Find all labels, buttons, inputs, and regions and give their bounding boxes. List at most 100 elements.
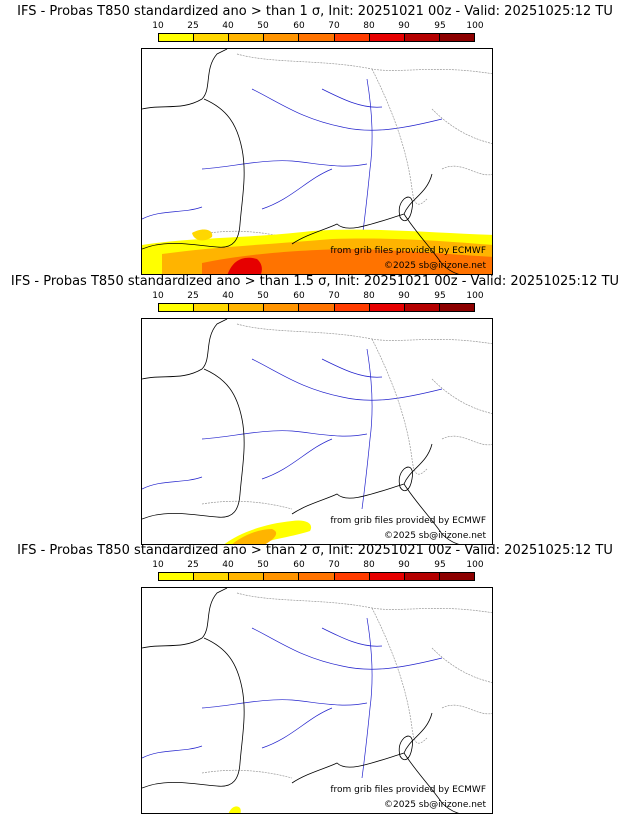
source-credit-3: from grib files provided by ECMWF [330,785,486,795]
scale-swatch [404,34,440,41]
scale-tick-label: 80 [363,560,375,570]
river-line [142,206,203,220]
corsica-outline [398,196,413,222]
scale-swatch [194,573,230,580]
scale-swatch [439,34,474,41]
map-panel-3: IFS - Probas T850 standardized ano > tha… [0,539,630,815]
scale-swatch [229,304,265,311]
scale-swatch [229,573,265,580]
scale-swatch [264,573,300,580]
scale-swatch [404,573,440,580]
probability-area [192,229,213,241]
scale-tick-label: 70 [328,560,340,570]
scale-swatch [194,34,230,41]
color-scale-1: 10 25 40 50 60 70 80 90 95 100 [152,21,484,45]
coastline [142,319,460,544]
scale-swatch [369,34,405,41]
river-line [251,627,443,670]
river-line [361,78,373,240]
scale-swatch [334,573,370,580]
scale-tick-label: 40 [222,560,234,570]
probability-area [228,806,241,813]
probability-area [232,529,277,544]
scale-tick-label: 90 [398,560,410,570]
scale-bar [158,572,475,581]
scale-tick-label: 40 [222,21,234,31]
map-canvas-3 [142,588,492,813]
scale-tick-label: 95 [434,560,446,570]
copyright-credit-3: ©2025 sb@irizone.net [384,800,486,810]
map-canvas-2 [142,319,492,544]
panel-title-1: IFS - Probas T850 standardized ano > tha… [17,4,613,19]
map-panel-2: IFS - Probas T850 standardized ano > tha… [0,270,630,546]
border-line [371,68,428,205]
copyright-credit-2: ©2025 sb@irizone.net [384,531,486,541]
scale-swatch [264,304,300,311]
river-line [261,168,333,210]
scale-tick-label: 90 [398,291,410,301]
scale-swatch [369,304,405,311]
scale-swatch [229,34,265,41]
probability-area [227,257,262,274]
scale-tick-label: 70 [328,21,340,31]
scale-tick-label: 80 [363,21,375,31]
river-line [142,476,203,490]
river-line [361,617,373,779]
panel-title-3: IFS - Probas T850 standardized ano > tha… [17,543,613,558]
border-line [201,500,293,510]
scale-swatch [439,304,474,311]
scale-tick-label: 50 [257,291,269,301]
border-line [441,165,492,176]
source-credit-2: from grib files provided by ECMWF [330,516,486,526]
color-scale-3: 10 25 40 50 60 70 80 90 95 100 [152,560,484,584]
corsica-outline [398,466,413,492]
border-line [431,647,492,683]
scale-swatch [159,34,195,41]
scale-swatch [264,34,300,41]
source-credit-1: from grib files provided by ECMWF [330,246,486,256]
river-line [142,745,203,759]
probability-map-2: from grib files provided by ECMWF ©2025 … [141,318,493,545]
coastline [142,49,460,274]
scale-swatch [299,304,335,311]
river-line [201,699,368,709]
border-line [431,378,492,414]
coastline [142,588,460,813]
river-line [201,160,368,170]
scale-tick-label: 25 [187,291,199,301]
scale-swatch [334,34,370,41]
river-line [261,438,333,480]
scale-bar [158,33,475,42]
scale-bar [158,303,475,312]
scale-swatch [404,304,440,311]
scale-tick-label: 10 [152,291,164,301]
border-line [371,338,428,475]
map-panel-1: IFS - Probas T850 standardized ano > tha… [0,0,630,276]
scale-swatch [194,304,230,311]
corsica-outline [398,735,413,761]
scale-swatch [299,34,335,41]
border-line [236,592,492,614]
border-line [441,704,492,715]
river-line [251,358,443,401]
scale-tick-label: 40 [222,291,234,301]
river-line [261,707,333,749]
scale-tick-label: 60 [293,21,305,31]
scale-tick-label: 100 [466,291,484,301]
scale-tick-label: 50 [257,560,269,570]
river-line [201,430,368,440]
probability-area [202,249,492,274]
river-line [321,358,383,378]
border-line [371,607,428,744]
scale-swatch [334,304,370,311]
scale-tick-label: 100 [466,21,484,31]
scale-tick-label: 70 [328,291,340,301]
scale-tick-label: 80 [363,291,375,301]
scale-tick-label: 95 [434,21,446,31]
scale-swatch [159,304,195,311]
scale-tick-label: 25 [187,21,199,31]
border-line [236,323,492,345]
scale-tick-label: 10 [152,21,164,31]
scale-tick-label: 60 [293,560,305,570]
probability-map-1: from grib files provided by ECMWF ©2025 … [141,48,493,275]
